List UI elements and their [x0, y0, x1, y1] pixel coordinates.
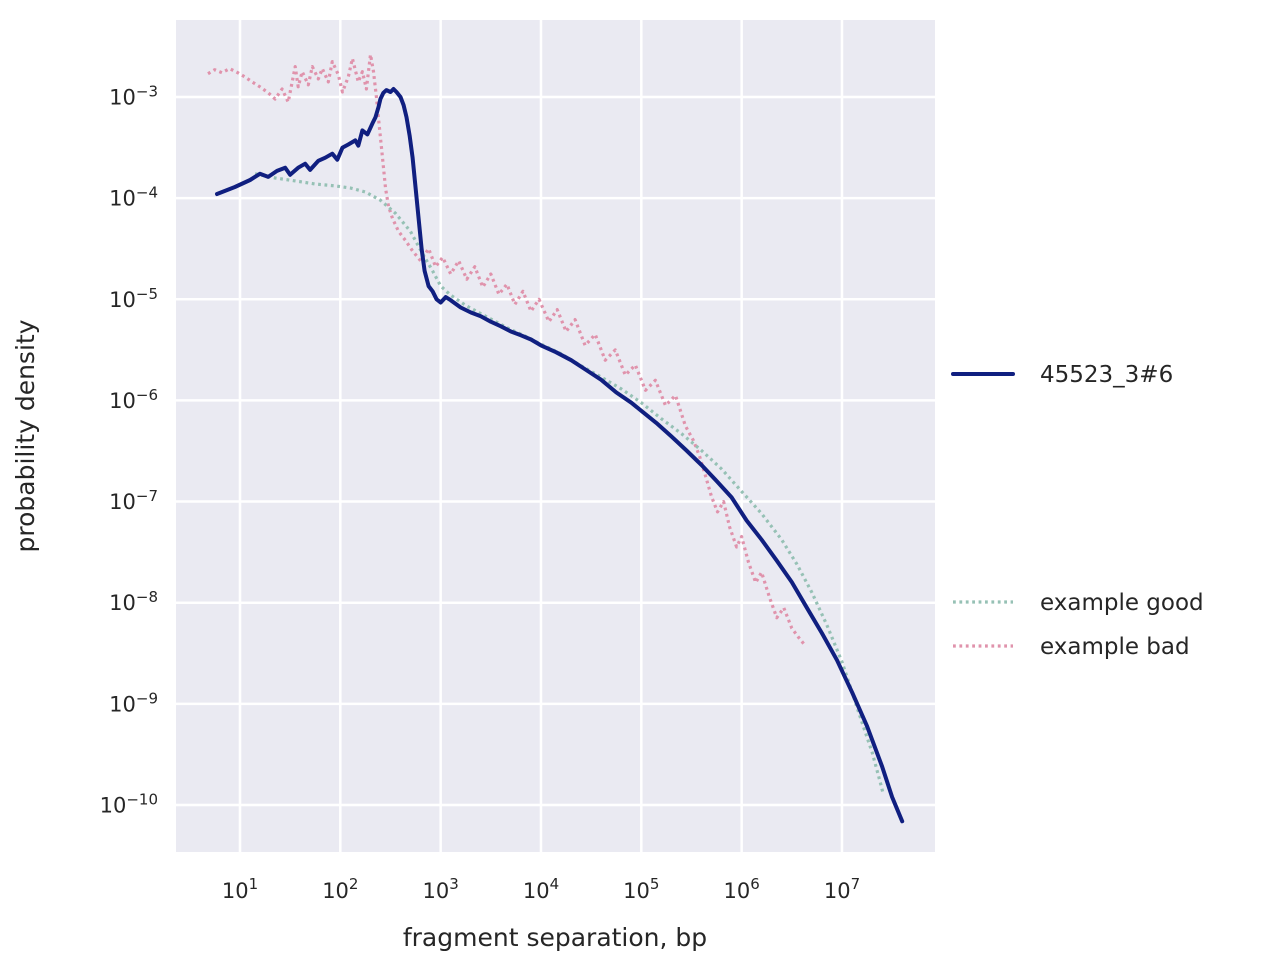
y-tick-label: 10−4: [109, 184, 158, 211]
x-axis-title: fragment separation, bp: [403, 923, 707, 952]
y-tick-label: 10−7: [109, 487, 158, 514]
legend-example-good-label: example good: [1040, 590, 1204, 616]
series-layer: [207, 52, 905, 824]
series-45523-3-6-line: [215, 87, 905, 824]
x-tick-label: 107: [824, 875, 860, 903]
x-tick-label: 103: [423, 875, 459, 903]
y-axis-tick-labels: 10−3 10−4 10−5 10−6 10−7 10−8 10−9 10−10: [100, 83, 158, 818]
y-tick-label: 10−8: [109, 588, 158, 615]
x-tick-label: 104: [523, 875, 559, 903]
grid-layer: [176, 20, 935, 852]
x-tick-label: 105: [623, 875, 659, 903]
x-tick-label: 102: [322, 875, 358, 903]
legend-sample: 45523_3#6: [951, 362, 1173, 388]
x-tick-label: 106: [724, 875, 760, 903]
x-axis-tick-labels: 101 102 103 104 105 106 107: [222, 875, 860, 903]
legend-sample-label: 45523_3#6: [1040, 362, 1173, 388]
y-tick-label: 10−6: [109, 386, 158, 413]
legend-examples: example good example bad: [953, 590, 1204, 660]
x-tick-label: 101: [222, 875, 258, 903]
legend-example-bad-label: example bad: [1040, 634, 1190, 660]
y-tick-label: 10−5: [109, 285, 158, 312]
y-tick-label: 10−3: [109, 83, 158, 110]
y-tick-label: 10−10: [100, 790, 158, 817]
plot-area: [176, 20, 935, 852]
y-tick-label: 10−9: [109, 689, 158, 716]
y-axis-title: probability density: [11, 319, 40, 552]
